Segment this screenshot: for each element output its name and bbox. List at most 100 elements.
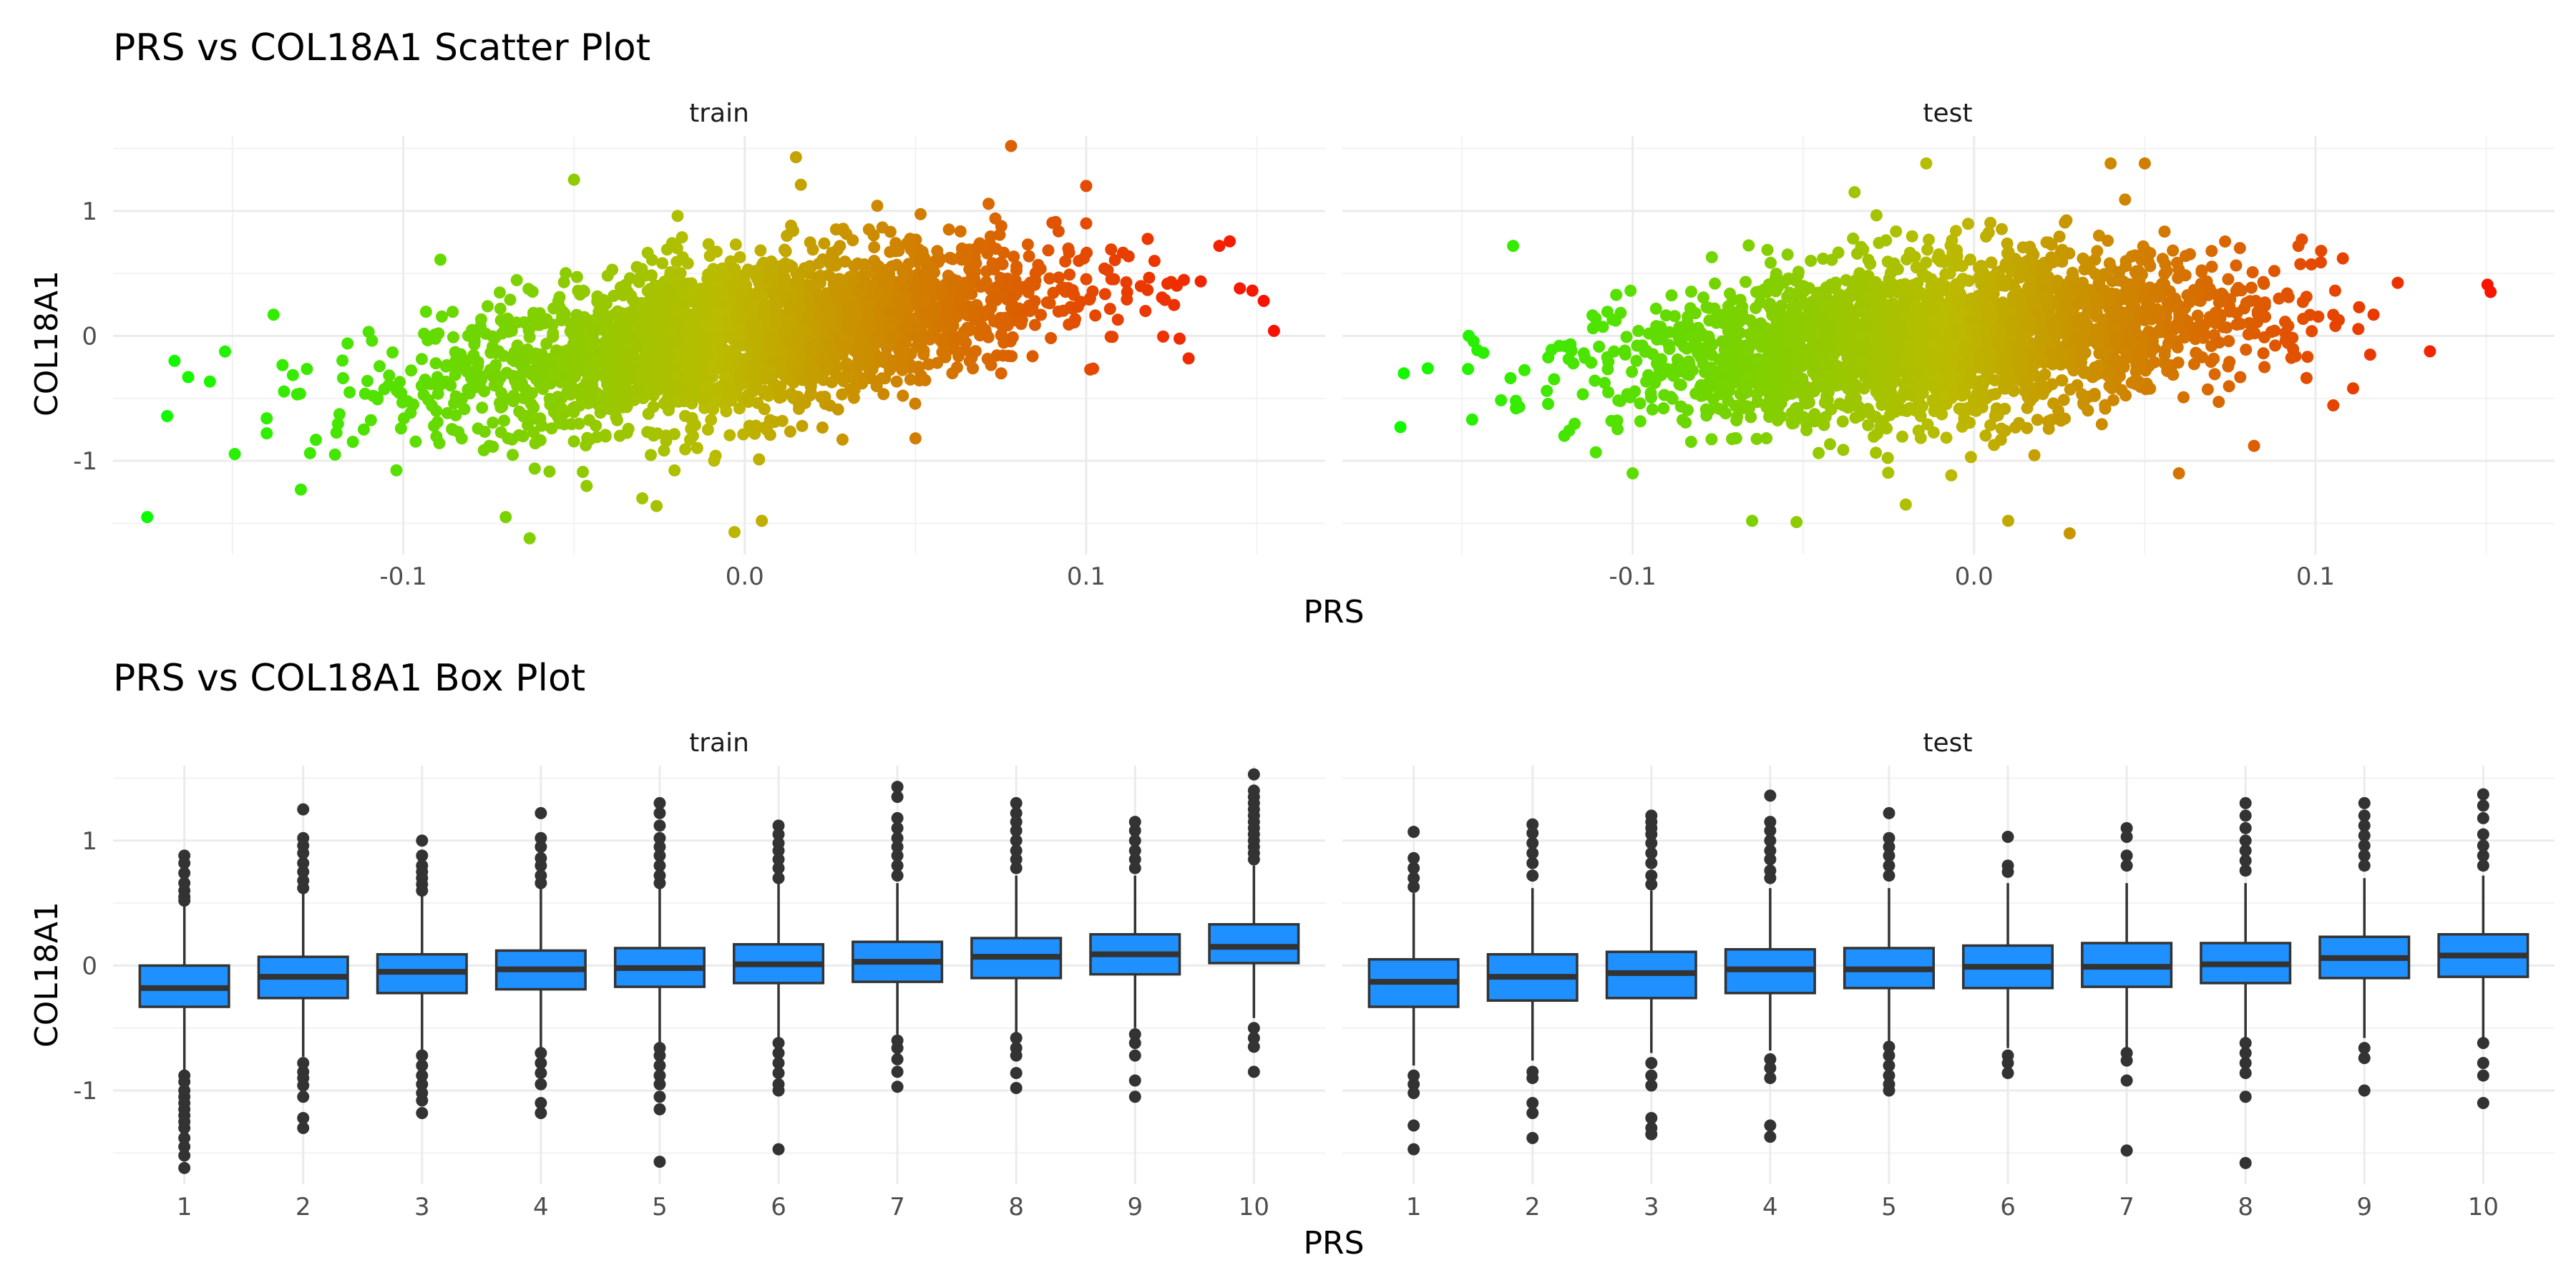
data-point <box>571 386 584 399</box>
data-point <box>791 303 804 316</box>
data-point <box>1870 447 1883 459</box>
data-point <box>1968 338 1981 351</box>
data-point <box>978 239 991 252</box>
data-point <box>560 267 572 280</box>
data-point <box>763 274 776 287</box>
data-point <box>507 395 519 408</box>
data-point <box>904 312 917 325</box>
data-point <box>647 286 659 298</box>
data-point <box>1157 330 1169 343</box>
data-point <box>1564 338 1577 351</box>
data-point <box>1991 409 2004 421</box>
data-point <box>1045 332 1058 344</box>
data-point <box>2353 301 2366 313</box>
data-point <box>161 410 174 422</box>
data-point <box>182 371 195 384</box>
scatter-strip-train: train <box>689 99 749 128</box>
data-point <box>2190 346 2202 359</box>
data-point <box>294 483 307 496</box>
data-point <box>430 430 443 443</box>
x-tick-label: 0.1 <box>1067 562 1106 591</box>
data-point <box>2144 247 2157 260</box>
data-point <box>2205 245 2218 258</box>
data-point <box>1589 374 1601 387</box>
data-point <box>2258 299 2271 312</box>
data-point <box>794 178 807 191</box>
data-point <box>447 331 459 343</box>
data-point <box>522 283 535 296</box>
data-point <box>960 245 973 258</box>
data-point <box>753 453 766 466</box>
data-point <box>2268 265 2280 278</box>
data-point <box>969 309 982 322</box>
data-point <box>2036 273 2049 286</box>
data-point <box>2327 399 2340 411</box>
data-point <box>871 260 883 273</box>
data-point <box>495 386 508 399</box>
data-point <box>716 262 728 275</box>
data-point <box>723 429 736 441</box>
data-point <box>824 399 836 412</box>
data-point <box>897 295 910 308</box>
data-point <box>658 444 670 457</box>
data-point <box>1504 372 1517 384</box>
data-point <box>997 246 1010 259</box>
data-point <box>1105 243 1118 256</box>
data-point <box>2064 383 2077 396</box>
data-point <box>877 294 889 307</box>
data-point <box>510 274 523 286</box>
data-point <box>1568 417 1581 430</box>
data-point <box>698 401 711 414</box>
data-point <box>1541 384 1553 397</box>
data-point <box>1495 394 1508 406</box>
data-point <box>1143 271 1156 284</box>
data-point <box>1620 331 1633 343</box>
data-point <box>642 327 655 340</box>
data-point <box>278 385 291 398</box>
data-point <box>806 243 819 256</box>
data-point <box>2013 416 2026 429</box>
data-point <box>1246 284 1259 297</box>
data-point <box>1761 243 1774 256</box>
x-tick-label: -0.1 <box>1609 562 1656 591</box>
data-point <box>310 434 322 447</box>
data-point <box>723 296 736 309</box>
data-point <box>2305 258 2318 270</box>
data-point <box>2084 263 2097 275</box>
data-point <box>914 208 927 220</box>
data-point <box>1694 351 1707 364</box>
data-point <box>1785 335 1797 347</box>
data-point <box>1026 350 1039 363</box>
data-point <box>762 389 775 402</box>
data-point <box>2327 308 2340 321</box>
data-point <box>813 270 826 283</box>
data-point <box>1786 417 1798 430</box>
data-point <box>766 333 779 346</box>
scatter-strip-test: test <box>1923 99 1972 128</box>
data-point <box>2187 358 2200 371</box>
data-point <box>716 343 728 356</box>
data-point <box>1023 305 1036 318</box>
data-point <box>689 419 701 431</box>
data-point <box>756 514 769 527</box>
data-point <box>418 327 431 340</box>
data-point <box>449 409 462 421</box>
data-point <box>737 428 750 441</box>
data-point <box>1141 233 1154 245</box>
data-point <box>1685 286 1697 298</box>
data-point <box>658 344 670 357</box>
data-point <box>781 318 794 330</box>
data-point <box>748 318 761 331</box>
data-point <box>711 245 723 258</box>
data-point <box>642 379 655 392</box>
data-point <box>678 306 691 319</box>
data-point <box>850 309 863 322</box>
data-point <box>601 269 614 282</box>
data-point <box>863 310 876 323</box>
data-point <box>994 318 1007 331</box>
data-point <box>936 287 949 300</box>
data-point <box>401 395 414 408</box>
data-point <box>1729 432 1742 444</box>
data-point <box>2177 391 2190 404</box>
